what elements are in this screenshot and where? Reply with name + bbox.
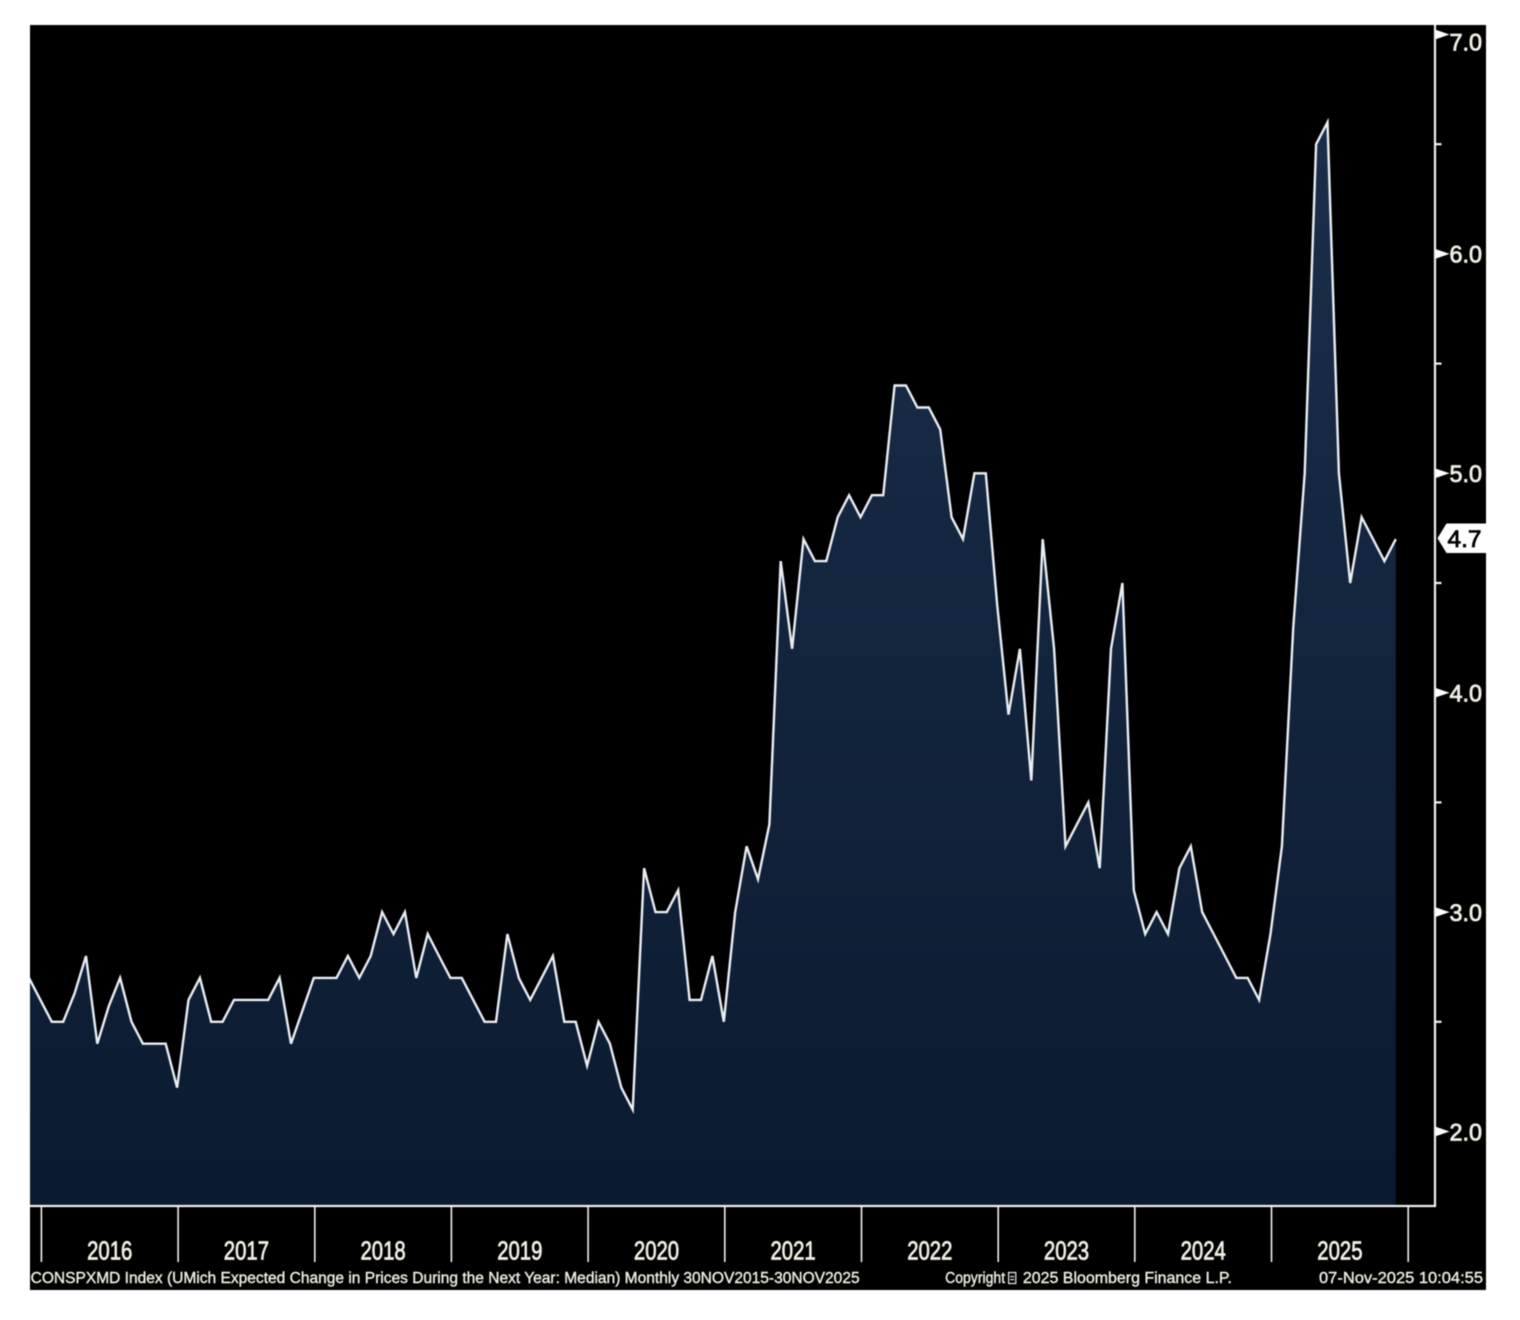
svg-text:2.0: 2.0: [1450, 1119, 1483, 1146]
svg-text:4.7: 4.7: [1448, 526, 1482, 553]
svg-text:2023: 2023: [1044, 1235, 1089, 1265]
svg-text:2025 Bloomberg Finance L.P.: 2025 Bloomberg Finance L.P.: [1023, 1270, 1232, 1287]
svg-text:2019: 2019: [497, 1235, 542, 1265]
svg-text:2020: 2020: [634, 1235, 679, 1265]
svg-text:2017: 2017: [224, 1235, 269, 1265]
svg-text:07-Nov-2025 10:04:55: 07-Nov-2025 10:04:55: [1319, 1270, 1483, 1287]
svg-text:6.0: 6.0: [1450, 242, 1483, 269]
svg-text:2025: 2025: [1317, 1235, 1362, 1265]
svg-text:3.0: 3.0: [1450, 900, 1483, 927]
svg-text:7.0: 7.0: [1450, 29, 1483, 56]
svg-text:2024: 2024: [1181, 1235, 1226, 1265]
svg-text:5.0: 5.0: [1450, 461, 1483, 488]
svg-text:2021: 2021: [771, 1235, 816, 1265]
svg-text:2018: 2018: [361, 1235, 406, 1265]
svg-text:CONSPXMD Index (UMich Expected: CONSPXMD Index (UMich Expected Change in…: [31, 1270, 860, 1287]
svg-text:Copyright: Copyright: [945, 1270, 1005, 1287]
svg-text:2022: 2022: [907, 1235, 952, 1265]
svg-text:2016: 2016: [87, 1235, 132, 1265]
svg-text:4.0: 4.0: [1450, 680, 1483, 707]
